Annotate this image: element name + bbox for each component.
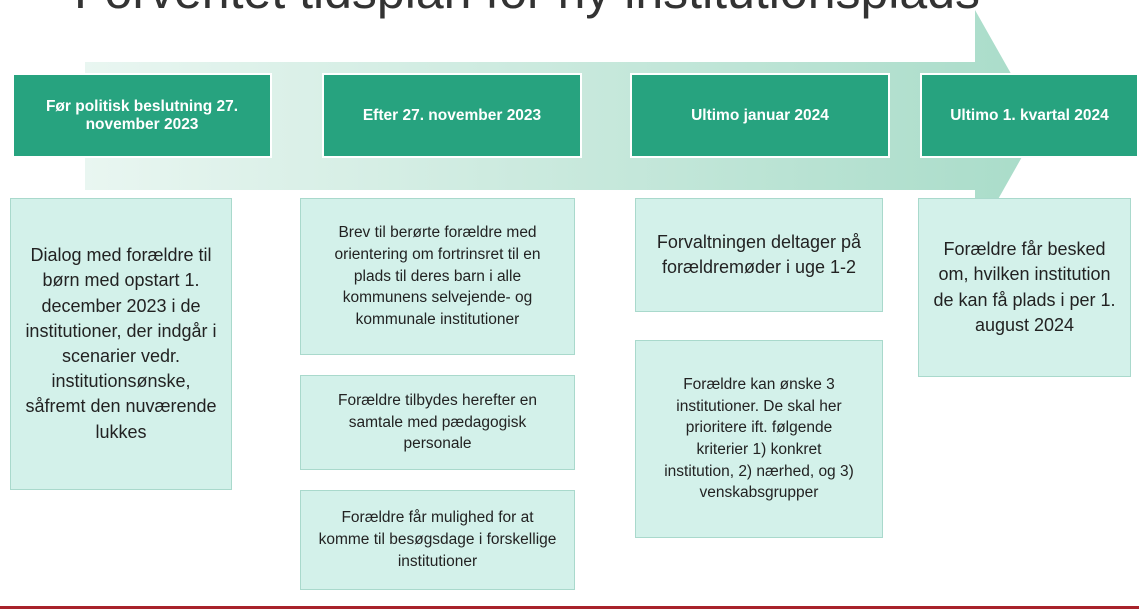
step-box: Forældre får mulighed for at komme til b… <box>300 490 575 590</box>
step-box: Forældre får besked om, hvilken institut… <box>918 198 1131 377</box>
slide-title: Forventet tidsplan for ny institutionspl… <box>74 0 980 20</box>
phase-header: Ultimo januar 2024 <box>630 73 890 158</box>
phase-header: Ultimo 1. kvartal 2024 <box>920 73 1139 158</box>
step-box: Forældre tilbydes herefter en samtale me… <box>300 375 575 470</box>
step-box: Forældre kan ønske 3 institutioner. De s… <box>635 340 883 538</box>
step-box: Forvaltningen deltager på forældremøder … <box>635 198 883 312</box>
phase-header: Før politisk beslutning 27. november 202… <box>12 73 272 158</box>
step-box: Brev til berørte forældre med orienterin… <box>300 198 575 355</box>
phase-header: Efter 27. november 2023 <box>322 73 582 158</box>
footer-rule <box>0 606 1139 609</box>
step-box: Dialog med forældre til børn med opstart… <box>10 198 232 490</box>
